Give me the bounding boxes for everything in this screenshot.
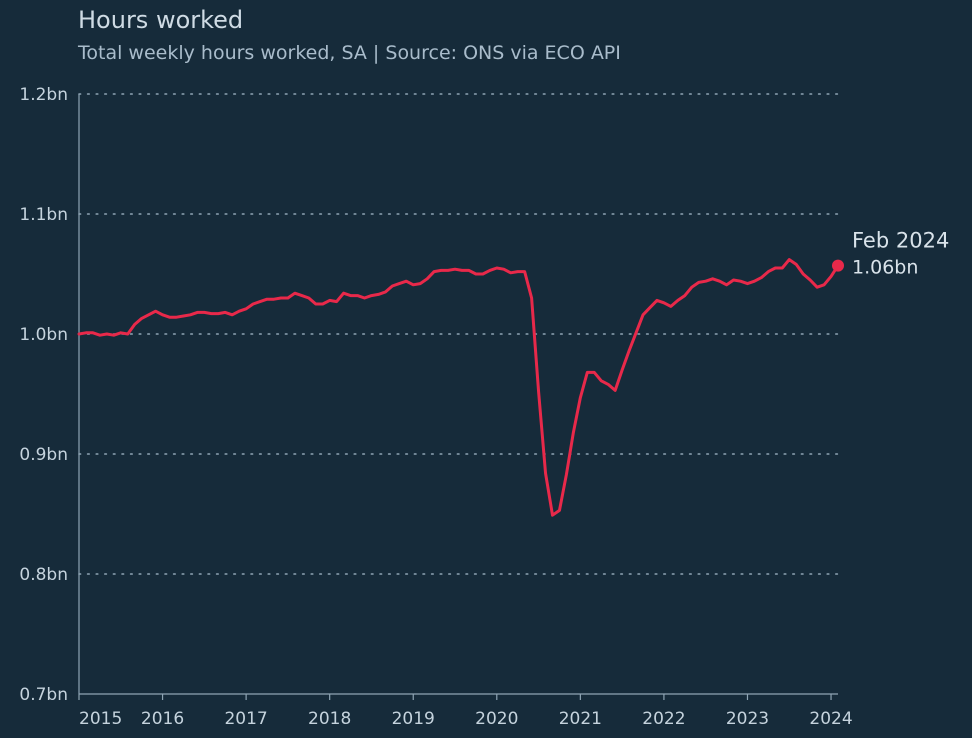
end-point-value-label: 1.06bn <box>852 257 918 279</box>
x-tick-label: 2016 <box>141 709 184 729</box>
y-tick-label: 1.2bn <box>19 85 68 105</box>
x-tick-label: 2015 <box>79 709 122 729</box>
y-tick-label: 0.8bn <box>19 565 68 585</box>
x-axis-ticks: 2015 2016 2017 2018 2019 2020 2021 2022 2023 2024 <box>78 694 853 729</box>
x-tick-label: 2021 <box>559 709 602 729</box>
x-tick-label: 2023 <box>726 709 769 729</box>
y-tick-label: 0.7bn <box>19 685 68 705</box>
end-point-marker <box>832 259 844 272</box>
y-axis-ticks: 1.2bn 1.1bn 1.0bn 0.9bn 0.8bn 0.7bn <box>19 85 68 705</box>
x-tick-label: 2017 <box>224 709 267 729</box>
end-point-date-label: Feb 2024 <box>852 229 949 253</box>
x-tick-label: 2024 <box>809 709 852 729</box>
x-tick-label: 2018 <box>308 709 351 729</box>
y-tick-label: 1.1bn <box>19 205 68 225</box>
series-line-hours-worked <box>77 258 840 517</box>
chart-subtitle: Total weekly hours worked, SA | Source: … <box>78 42 621 64</box>
x-tick-label: 2022 <box>642 709 685 729</box>
y-tick-label: 1.0bn <box>19 325 68 345</box>
x-tick-label: 2020 <box>475 709 518 729</box>
x-tick-label: 2019 <box>392 709 435 729</box>
gridlines <box>78 93 839 575</box>
y-tick-label: 0.9bn <box>19 445 68 465</box>
chart-title: Hours worked <box>78 6 244 34</box>
